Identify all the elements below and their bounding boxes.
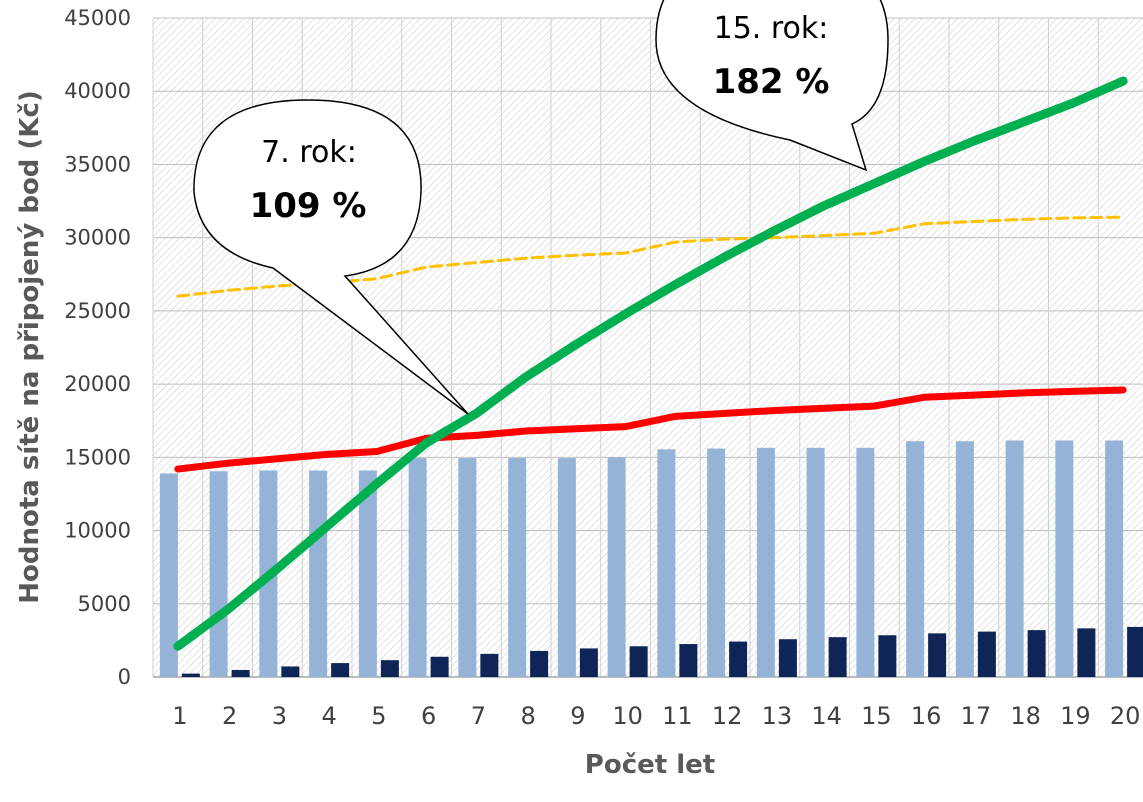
bar-light <box>508 458 527 677</box>
bar-dark <box>629 646 648 677</box>
x-tick-label: 15 <box>861 702 892 730</box>
bar-light <box>458 458 477 677</box>
callout-bubble-15 <box>655 0 889 172</box>
series-line-red <box>174 386 1127 473</box>
y-tick-label: 30000 <box>64 226 131 250</box>
bar-dark <box>380 660 399 677</box>
callout-15-value: 182 % <box>713 62 830 102</box>
bar-light <box>408 458 427 677</box>
bar-light <box>1055 440 1074 677</box>
y-axis-ticks: 0 5000 10000 15000 20000 25000 30000 35000 40000… <box>64 6 131 689</box>
bar-dark <box>430 656 449 677</box>
x-tick-label: 19 <box>1060 702 1091 730</box>
bar-light <box>607 457 626 677</box>
bar-dark <box>1027 630 1046 677</box>
bar-light <box>756 447 775 677</box>
x-tick-label: 9 <box>570 702 585 730</box>
bar-dark <box>928 633 947 677</box>
bar-dark <box>778 639 797 677</box>
bar-light <box>856 447 875 677</box>
bar-dark <box>231 669 250 677</box>
y-axis-title: Hodnota sítě na připojený bod (Kč) <box>15 90 45 604</box>
y-tick-label: 25000 <box>64 299 131 323</box>
bars <box>159 440 1143 677</box>
y-tick-label: 20000 <box>64 372 131 396</box>
y-tick-label: 0 <box>118 665 131 689</box>
x-axis-title: Počet let <box>585 750 715 780</box>
bar-light <box>707 448 726 677</box>
bar-light <box>806 447 825 677</box>
x-tick-label: 7 <box>471 702 486 730</box>
bar-dark <box>729 641 748 677</box>
y-tick-label: 15000 <box>64 445 131 469</box>
bar-light <box>209 471 228 677</box>
y-tick-label: 45000 <box>64 6 131 30</box>
x-tick-label: 14 <box>811 702 842 730</box>
x-tick-label: 1 <box>172 702 187 730</box>
bar-dark <box>331 663 350 677</box>
x-tick-label: 8 <box>520 702 535 730</box>
bar-dark <box>977 631 996 677</box>
x-tick-label: 13 <box>762 702 793 730</box>
callout-15-line1: 15. rok: <box>714 11 829 46</box>
x-tick-label: 11 <box>662 702 693 730</box>
bar-dark <box>1077 628 1096 677</box>
y-tick-label: 35000 <box>64 152 131 176</box>
bar-dark <box>579 648 598 677</box>
bar-light <box>309 470 328 677</box>
bar-light <box>159 473 178 677</box>
bar-dark <box>679 644 698 677</box>
callout-year-7: 7. rok: 109 % <box>193 99 469 415</box>
bar-light <box>906 441 925 677</box>
bar-dark <box>181 673 200 677</box>
bar-light <box>657 449 676 677</box>
callout-year-15: 15. rok: 182 % <box>655 0 889 172</box>
bar-light <box>358 470 377 677</box>
y-tick-label: 5000 <box>78 592 131 616</box>
x-axis-ticks: 1 2 3 4 5 6 7 8 9 10 11 12 13 14 15 16 17 18 19 20 <box>172 702 1140 730</box>
x-tick-label: 17 <box>961 702 992 730</box>
x-tick-label: 10 <box>612 702 643 730</box>
callout-7-value: 109 % <box>250 186 367 226</box>
x-tick-label: 3 <box>272 702 287 730</box>
bar-dark <box>281 666 300 677</box>
x-tick-label: 20 <box>1110 702 1141 730</box>
series-line-green <box>173 76 1128 651</box>
bar-light <box>1105 440 1124 677</box>
x-tick-label: 12 <box>712 702 743 730</box>
x-tick-label: 6 <box>421 702 436 730</box>
bar-dark <box>878 635 897 677</box>
bar-light <box>1005 440 1024 677</box>
bar-light <box>557 458 576 677</box>
bar-light <box>955 441 974 677</box>
x-tick-label: 18 <box>1010 702 1041 730</box>
bar-dark <box>530 650 549 677</box>
x-tick-label: 16 <box>911 702 942 730</box>
bar-dark <box>828 637 847 677</box>
callout-7-line1: 7. rok: <box>261 135 357 170</box>
x-tick-label: 4 <box>321 702 336 730</box>
bar-dark <box>1127 626 1143 677</box>
x-tick-label: 5 <box>371 702 386 730</box>
y-tick-label: 40000 <box>64 79 131 103</box>
bar-dark <box>480 653 499 677</box>
callout-bubble-7 <box>193 99 469 415</box>
x-tick-label: 2 <box>222 702 237 730</box>
y-tick-label: 10000 <box>64 519 131 543</box>
